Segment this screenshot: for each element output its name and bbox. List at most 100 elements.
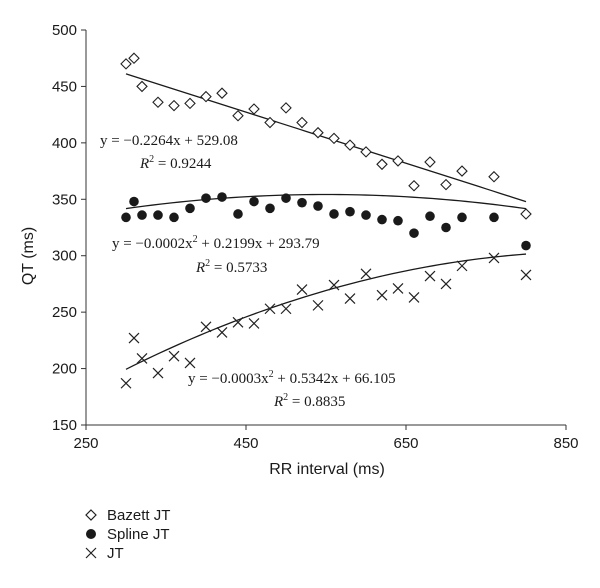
jt-point: [297, 285, 307, 295]
spline-point: [425, 211, 435, 221]
y-tick-label: 400: [52, 135, 77, 152]
legend-item-jt: JT: [86, 545, 124, 562]
legend-label-spline: Spline JT: [107, 526, 170, 543]
spline-r2-text: R2 = 0.5733: [195, 258, 267, 276]
jt-point: [185, 358, 195, 368]
legend: Bazett JT Spline JT JT: [86, 507, 170, 562]
chart: 150200250300350400450500250 450 650 850 RR …: [0, 0, 600, 588]
bazett-point: [281, 103, 291, 113]
spline-point: [393, 216, 403, 226]
jt-equation-text: y = −0.0003x2 + 0.5342x + 66.105: [188, 369, 396, 387]
spline-point: [249, 197, 259, 207]
jt-point: [441, 279, 451, 289]
spline-point: [409, 228, 419, 238]
y-tick-label: 150: [52, 417, 77, 434]
spline-point: [345, 207, 355, 217]
bazett-point: [233, 111, 243, 121]
bazett-equation-text: y = −0.2264x + 529.08: [100, 133, 238, 149]
bazett-point: [377, 159, 387, 169]
spline-point: [313, 201, 323, 211]
bazett-point: [345, 140, 355, 150]
bazett-point: [129, 53, 139, 63]
jt-point: [313, 300, 323, 310]
x-axis-title: RR interval (ms): [269, 461, 385, 478]
jt-point: [217, 327, 227, 337]
spline-point: [233, 209, 243, 219]
jt-point: [393, 283, 403, 293]
spline-point: [137, 210, 147, 220]
jt-point: [409, 292, 419, 302]
y-tick-label: 250: [52, 304, 77, 321]
spline-point: [153, 210, 163, 220]
jt-point: [121, 378, 131, 388]
jt-point: [201, 322, 211, 332]
y-tick-label: 200: [52, 361, 77, 378]
spline-point: [281, 193, 291, 203]
spline-point: [169, 213, 179, 223]
legend-item-bazett: Bazett JT: [86, 507, 170, 524]
bazett-point: [137, 81, 147, 91]
jt-point: [377, 290, 387, 300]
spline-point: [201, 193, 211, 203]
data-points: [121, 53, 531, 388]
legend-label-jt: JT: [107, 545, 124, 562]
legend-marker-diamond: [86, 510, 96, 520]
y-axis-title: QT (ms): [20, 227, 37, 285]
y-tick-label: 350: [52, 191, 77, 208]
spline-point: [329, 209, 339, 219]
spline-point: [361, 210, 371, 220]
spline-point: [377, 215, 387, 225]
jt-fit-line: [126, 254, 526, 369]
bazett-point: [521, 209, 531, 219]
spline-point: [457, 213, 467, 223]
bazett-point: [393, 156, 403, 166]
legend-marker-x: [86, 548, 96, 558]
bazett-point: [409, 181, 419, 191]
jt-point: [521, 270, 531, 280]
jt-point: [457, 261, 467, 271]
legend-marker-circle: [86, 529, 96, 539]
jt-point: [345, 294, 355, 304]
spline-point: [121, 213, 131, 223]
jt-point: [233, 317, 243, 327]
bazett-point: [361, 147, 371, 157]
x-tick-label: 850: [553, 435, 578, 452]
jt-point: [153, 368, 163, 378]
y-tick-label: 300: [52, 248, 77, 265]
bazett-point: [425, 157, 435, 167]
spline-point: [185, 204, 195, 214]
bazett-r2-text: R2 = 0.9244: [139, 154, 212, 172]
x-tick-label: 250: [73, 435, 98, 452]
spline-point: [265, 204, 275, 214]
bazett-fit-equation: y = −0.2264x + 529.08 R2 = 0.9244: [100, 133, 238, 172]
y-tick-label: 500: [52, 22, 77, 39]
jt-r2-text: R2 = 0.8835: [273, 392, 345, 410]
bazett-point: [297, 118, 307, 128]
jt-point: [129, 333, 139, 343]
bazett-point: [489, 172, 499, 182]
bazett-point: [153, 97, 163, 107]
spline-point: [441, 223, 451, 233]
spline-equation-text: y = −0.0002x2 + 0.2199x + 293.79: [112, 234, 320, 252]
legend-item-spline: Spline JT: [86, 526, 170, 543]
jt-point: [169, 351, 179, 361]
bazett-point: [249, 104, 259, 114]
jt-fit-equation: y = −0.0003x2 + 0.5342x + 66.105 R2 = 0.…: [188, 369, 396, 410]
bazett-point: [169, 101, 179, 111]
fit-lines: [126, 74, 526, 369]
legend-label-bazett: Bazett JT: [107, 507, 170, 524]
spline-point: [217, 192, 227, 202]
bazett-point: [217, 88, 227, 98]
spline-point: [129, 197, 139, 207]
spline-point: [489, 213, 499, 223]
x-tick-label: 650: [393, 435, 418, 452]
bazett-point: [457, 166, 467, 176]
jt-point: [361, 269, 371, 279]
spline-point: [521, 241, 531, 251]
jt-point: [425, 271, 435, 281]
bazett-point: [121, 59, 131, 69]
spline-point: [297, 198, 307, 208]
jt-point: [281, 304, 291, 314]
jt-point: [249, 318, 259, 328]
bazett-point: [185, 98, 195, 108]
